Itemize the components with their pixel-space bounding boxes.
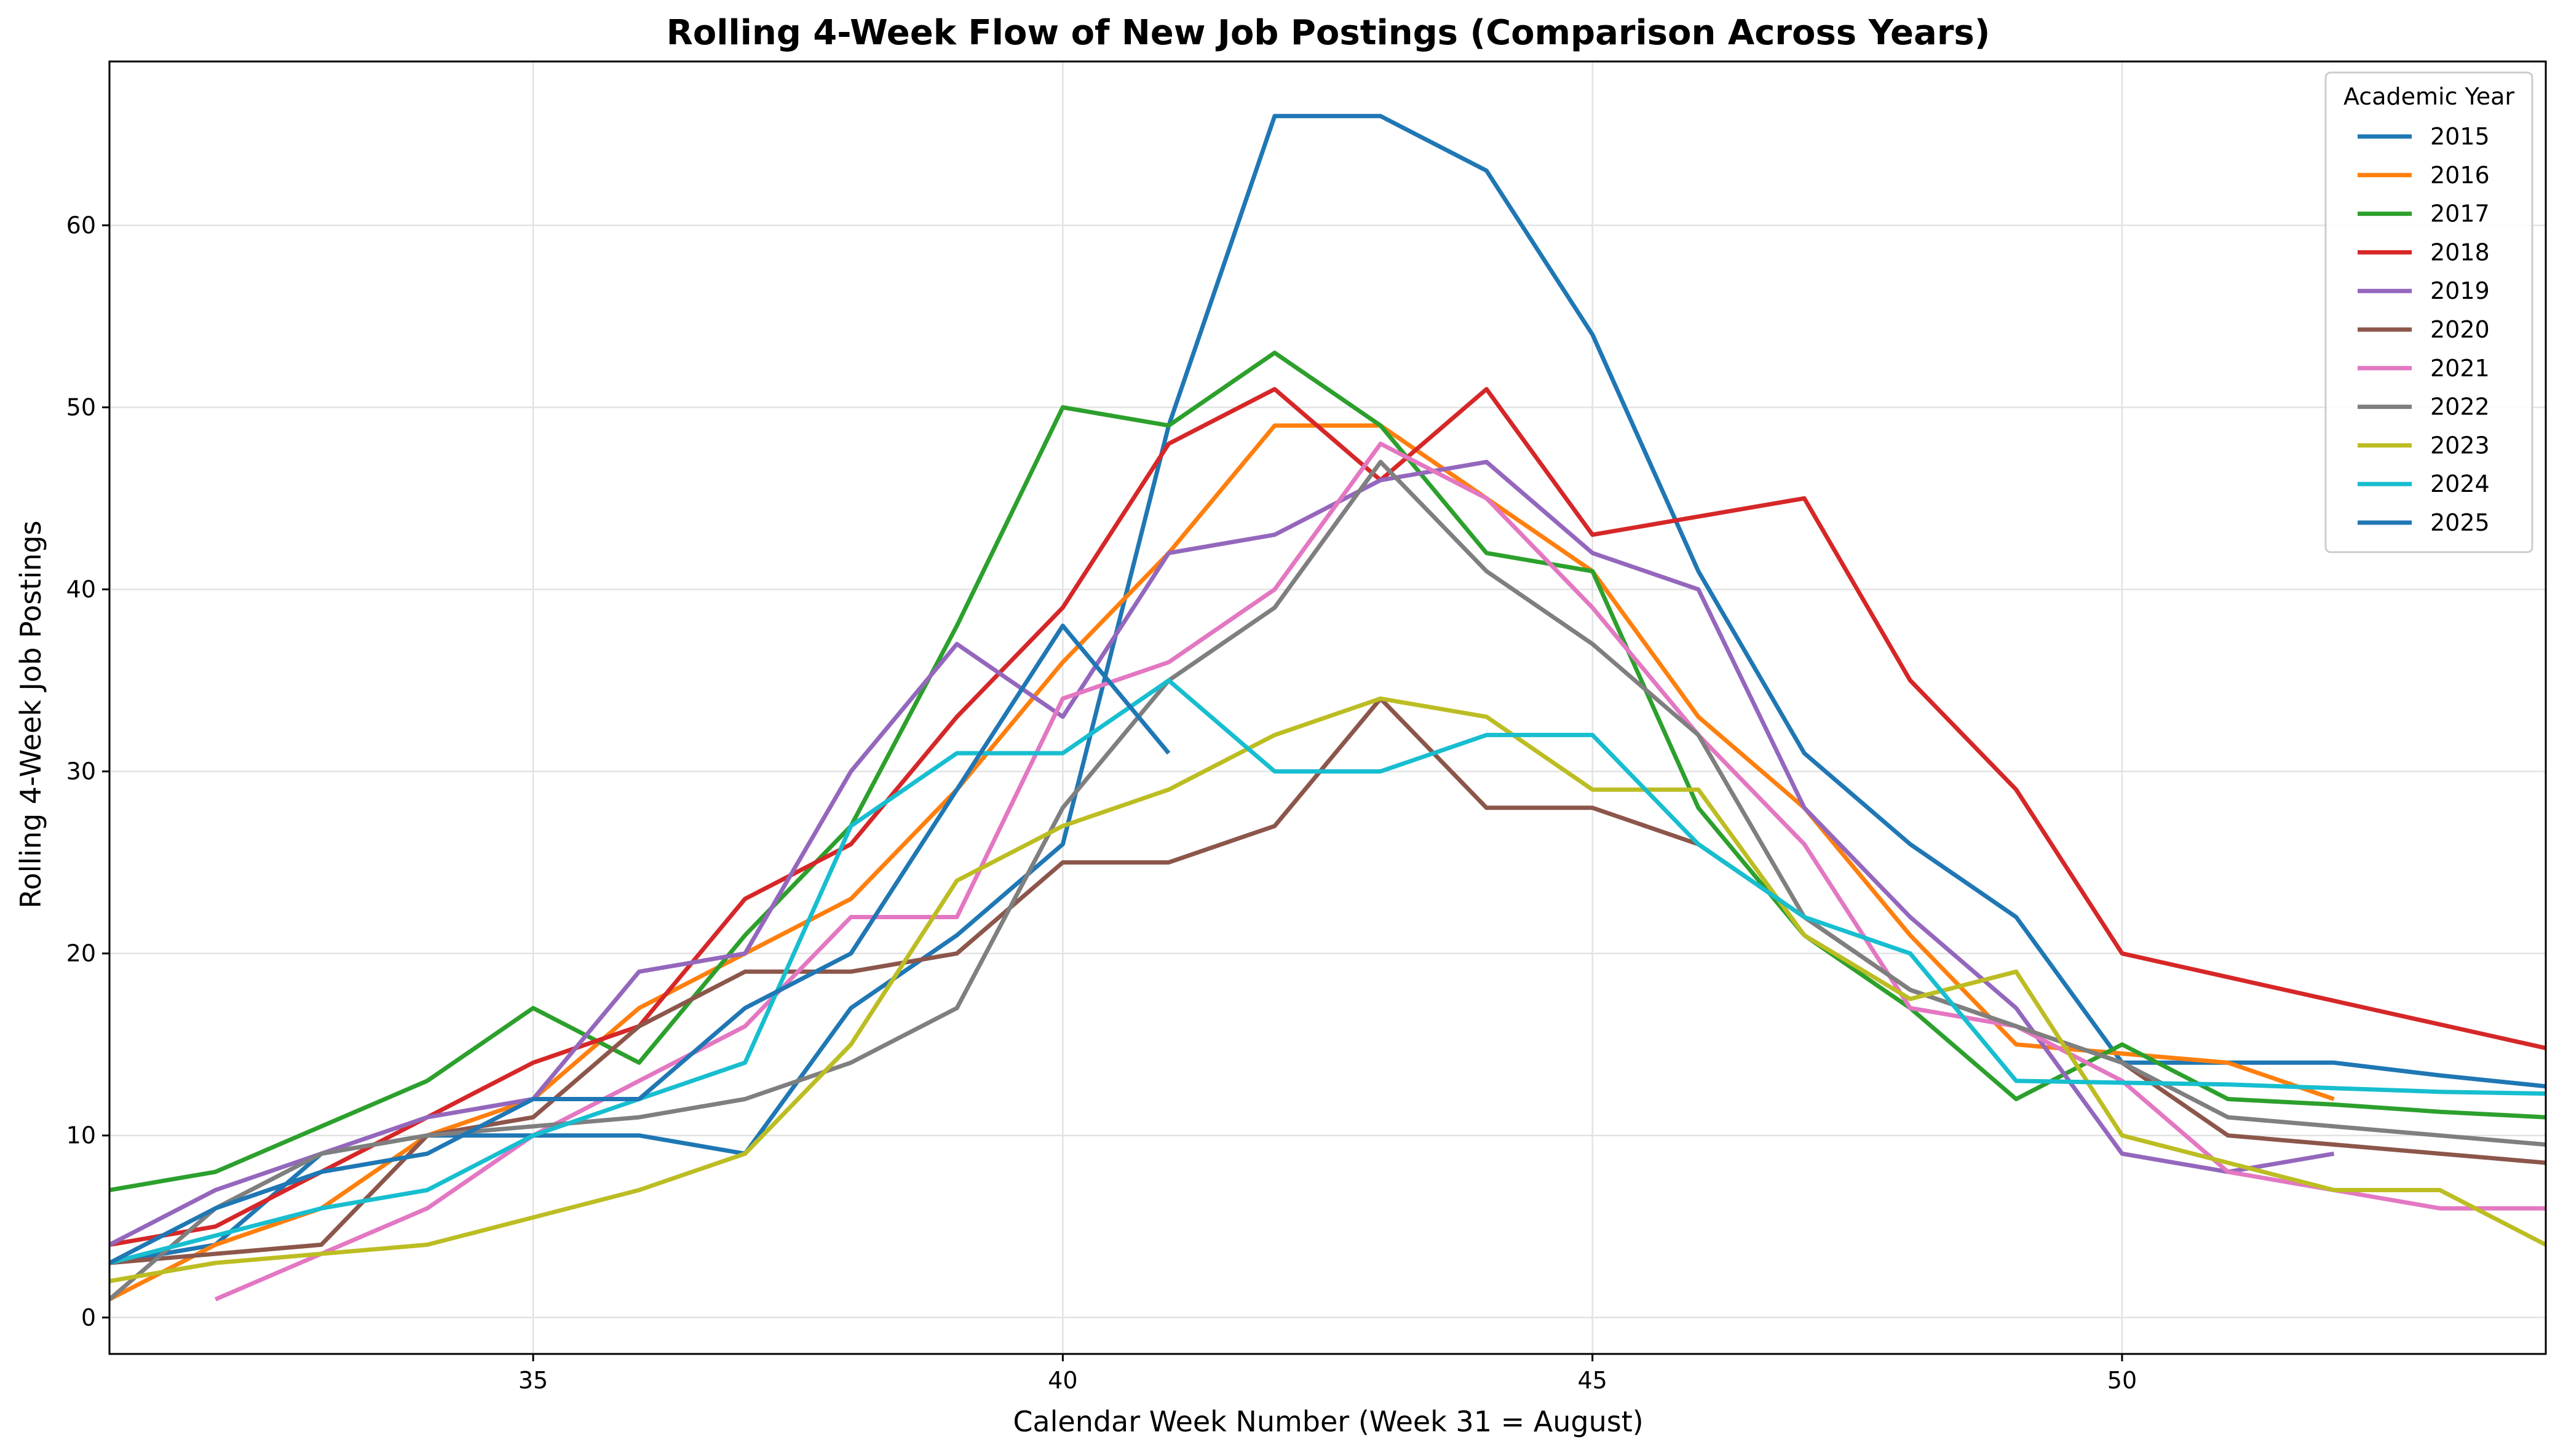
series-line-2022 <box>109 459 2546 1301</box>
y-tick-label: 20 <box>66 940 96 967</box>
x-tick-label: 40 <box>1048 1367 1077 1394</box>
y-tick-label: 60 <box>66 212 96 239</box>
legend-label: 2022 <box>2430 394 2490 421</box>
legend-item: 2018 <box>2358 239 2490 266</box>
legend-item: 2021 <box>2358 355 2490 382</box>
y-tick-label: 0 <box>81 1304 96 1331</box>
series-line-2025 <box>109 623 1171 1265</box>
y-tick-label: 10 <box>66 1122 96 1149</box>
x-tick-label: 45 <box>1577 1367 1607 1394</box>
legend-label: 2021 <box>2430 355 2490 382</box>
series-line-2016 <box>109 423 2335 1302</box>
series-lines <box>109 114 2546 1302</box>
series-line-2024 <box>109 678 2546 1265</box>
series-line-2015 <box>109 114 2546 1265</box>
y-tick-label: 50 <box>66 394 96 421</box>
legend-item: 2024 <box>2358 470 2490 497</box>
legend: Academic Year 20152016201720182019202020… <box>2324 71 2533 553</box>
legend-label: 2015 <box>2430 123 2490 150</box>
x-tick-label: 50 <box>2107 1367 2137 1394</box>
plot-area-frame <box>108 60 2547 1355</box>
x-tick-label: 35 <box>518 1367 548 1394</box>
legend-item: 2023 <box>2358 432 2490 459</box>
series-line-2019 <box>109 459 2335 1247</box>
legend-label: 2019 <box>2430 277 2490 304</box>
series-line-2018 <box>109 387 2546 1247</box>
y-tick-label: 30 <box>66 758 96 785</box>
legend-label: 2020 <box>2430 316 2490 343</box>
legend-label: 2025 <box>2430 509 2490 536</box>
legend-label: 2024 <box>2430 470 2490 497</box>
series-line-2017 <box>109 350 2546 1192</box>
legend-label: 2017 <box>2430 200 2490 228</box>
series-line-2020 <box>109 696 2546 1265</box>
axis-ticks: 35 40 45 50 0 10 20 30 40 50 60 <box>66 212 2137 1394</box>
legend-item: 2025 <box>2358 509 2490 536</box>
legend-label: 2023 <box>2430 432 2490 459</box>
legend-item: 2019 <box>2358 277 2490 304</box>
legend-box <box>2324 71 2533 553</box>
series-line-2023 <box>109 696 2546 1284</box>
legend-item: 2017 <box>2358 200 2490 228</box>
legend-items: 2015 2016 2017 2018 2019 2020 2021 2022 2023 2024… <box>2358 123 2490 536</box>
legend-item: 2020 <box>2358 316 2490 343</box>
x-axis-label: Calendar Week Number (Week 31 = August) <box>1013 1405 1643 1438</box>
legend-item: 2016 <box>2358 162 2490 189</box>
legend-label: 2016 <box>2430 162 2490 189</box>
y-tick-label: 40 <box>66 576 96 603</box>
legend-label: 2018 <box>2430 239 2490 266</box>
legend-title: Academic Year <box>2343 83 2514 110</box>
y-axis-label: Rolling 4-Week Job Postings <box>14 521 47 909</box>
legend-item: 2022 <box>2358 394 2490 421</box>
legend-item: 2015 <box>2358 123 2490 150</box>
chart-title: Rolling 4-Week Flow of New Job Postings … <box>667 13 1991 53</box>
